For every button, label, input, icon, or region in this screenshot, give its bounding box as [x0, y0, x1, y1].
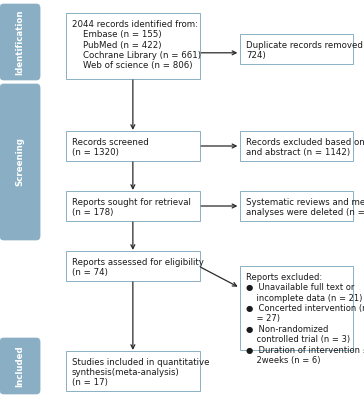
FancyBboxPatch shape [0, 84, 40, 240]
FancyBboxPatch shape [240, 34, 353, 64]
FancyBboxPatch shape [66, 251, 200, 281]
FancyBboxPatch shape [66, 191, 200, 221]
Text: Reports assessed for eligibility
(n = 74): Reports assessed for eligibility (n = 74… [72, 258, 203, 277]
Text: Systematic reviews and meta-
analyses were deleted (n = 104): Systematic reviews and meta- analyses we… [246, 198, 364, 217]
Text: Reports excluded:
●  Unavailable full text or
    incomplete data (n = 21)
●  Co: Reports excluded: ● Unavailable full tex… [246, 273, 364, 365]
FancyBboxPatch shape [66, 351, 200, 391]
FancyBboxPatch shape [240, 131, 353, 161]
Text: Included: Included [16, 345, 24, 387]
Text: Studies included in quantitative
synthesis(meta-analysis)
(n = 17): Studies included in quantitative synthes… [72, 358, 209, 387]
FancyBboxPatch shape [66, 131, 200, 161]
FancyBboxPatch shape [240, 191, 353, 221]
Text: Screening: Screening [16, 138, 24, 186]
Text: Records excluded based on title
and abstract (n = 1142): Records excluded based on title and abst… [246, 138, 364, 157]
Text: Identification: Identification [16, 9, 24, 75]
FancyBboxPatch shape [0, 338, 40, 394]
Text: Duplicate records removed (n =
724): Duplicate records removed (n = 724) [246, 40, 364, 60]
FancyBboxPatch shape [240, 266, 353, 350]
Text: Records screened
(n = 1320): Records screened (n = 1320) [72, 138, 149, 157]
FancyBboxPatch shape [66, 13, 200, 79]
FancyBboxPatch shape [0, 4, 40, 80]
Text: 2044 records identified from:
    Embase (n = 155)
    PubMed (n = 422)
    Coch: 2044 records identified from: Embase (n … [72, 20, 201, 70]
Text: Reports sought for retrieval
(n = 178): Reports sought for retrieval (n = 178) [72, 198, 191, 217]
